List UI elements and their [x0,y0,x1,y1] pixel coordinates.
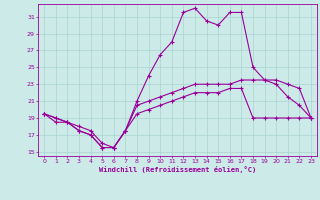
X-axis label: Windchill (Refroidissement éolien,°C): Windchill (Refroidissement éolien,°C) [99,166,256,173]
